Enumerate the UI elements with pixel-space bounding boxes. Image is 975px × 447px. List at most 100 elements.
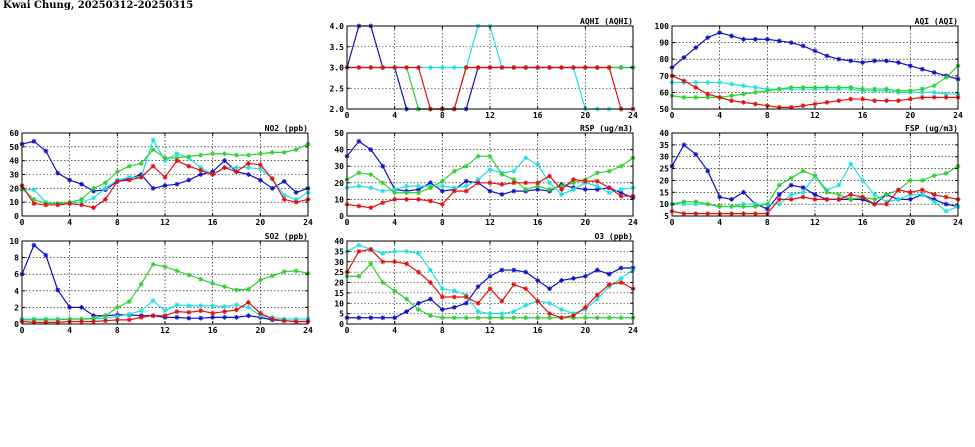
o3-point-cyan — [428, 267, 433, 273]
o3-xtick-label: 24 — [628, 326, 638, 335]
no2-point-red — [257, 162, 263, 168]
so2-point-red — [79, 319, 84, 324]
fsp-point-blue — [788, 182, 794, 188]
no2-point-blue — [67, 177, 73, 183]
so2-point-cyan — [126, 311, 132, 317]
so2-point-red — [138, 314, 144, 320]
fsp-point-green — [776, 182, 782, 188]
so2-point-green — [281, 269, 287, 275]
no2-point-cyan — [31, 187, 37, 193]
aqhi-point-red — [368, 65, 374, 70]
rsp-point-green — [392, 190, 398, 196]
rsp-point-cyan — [618, 187, 624, 192]
aqi-chart: AQI (AQI) 0 4 8 12 16 20 24 50 60 70 80 90 100 — [655, 17, 963, 120]
fsp-point-green — [681, 199, 687, 205]
o3-point-red — [392, 259, 398, 265]
aqhi-xtick-label: 12 — [485, 111, 495, 120]
o3-point-blue — [582, 273, 588, 279]
aqhi-point-red — [404, 65, 409, 70]
rsp-point-green — [606, 168, 612, 174]
o3-point-cyan — [356, 242, 362, 248]
rsp-point-red — [404, 197, 409, 202]
fsp-point-blue — [800, 185, 806, 190]
so2-ytick-label: 10 — [9, 237, 19, 246]
no2-point-blue — [162, 183, 168, 188]
rsp-point-red — [380, 200, 386, 206]
aqi-point-red — [753, 101, 758, 107]
o3-ytick-label: 20 — [334, 279, 344, 288]
aqi-point-cyan — [693, 80, 699, 85]
rsp-point-cyan — [559, 192, 564, 197]
fsp-point-cyan — [776, 201, 782, 207]
rsp-point-green — [356, 170, 362, 176]
aqi-point-green — [824, 85, 830, 90]
aqi-xtick-label: 12 — [810, 111, 820, 120]
aqi-point-red — [931, 94, 937, 100]
fsp-point-blue — [907, 197, 913, 202]
so2-point-blue — [67, 305, 73, 310]
fsp-point-blue — [943, 201, 949, 207]
fsp-point-red — [681, 211, 687, 217]
rsp-point-red — [547, 173, 552, 179]
no2-xtick-label: 24 — [303, 218, 313, 227]
so2-point-blue — [174, 314, 180, 320]
aqi-point-red — [872, 98, 877, 104]
o3-ytick-label: 0 — [339, 320, 344, 329]
o3-point-red — [582, 305, 588, 310]
o3-point-blue — [356, 315, 362, 321]
rsp-point-green — [559, 183, 564, 189]
so2-point-green — [162, 264, 168, 270]
rsp-point-green — [439, 178, 445, 184]
o3-point-blue — [380, 315, 386, 321]
rsp-point-blue — [535, 187, 541, 192]
no2-point-blue — [186, 177, 192, 183]
aqi-point-red — [705, 91, 711, 97]
no2-point-green — [198, 152, 204, 158]
aqi-point-blue — [884, 58, 889, 64]
fsp-point-red — [693, 211, 699, 217]
no2-xtick-label: 0 — [20, 218, 25, 227]
aqi-point-blue — [919, 66, 925, 72]
so2-point-green — [114, 305, 120, 310]
aqi-point-green — [776, 86, 782, 92]
so2-point-blue — [55, 287, 61, 293]
o3-xtick-label: 16 — [533, 326, 543, 335]
aqi-point-green — [860, 86, 866, 92]
rsp-point-blue — [463, 178, 469, 184]
rsp-ytick-label: 10 — [334, 195, 344, 204]
so2-point-cyan — [114, 314, 120, 319]
so2-point-blue — [222, 314, 227, 320]
o3-xtick-label: 0 — [345, 326, 350, 335]
rsp-point-green — [523, 187, 529, 192]
aqi-point-green — [943, 75, 949, 80]
aqhi-ytick-label: 2.0 — [330, 105, 345, 114]
o3-point-blue — [535, 278, 541, 283]
fsp-point-red — [931, 192, 937, 198]
o3-ytick-label: 30 — [334, 258, 344, 267]
fsp-point-green — [836, 192, 842, 198]
fsp-point-cyan — [896, 197, 901, 202]
so2-point-green — [257, 277, 263, 283]
aqhi-point-red — [582, 65, 588, 70]
so2-point-blue — [246, 313, 251, 319]
so2-point-green — [198, 276, 204, 282]
o3-xtick-label: 12 — [485, 326, 495, 335]
so2-point-cyan — [162, 308, 168, 314]
fsp-point-green — [729, 204, 734, 209]
aqi-point-blue — [764, 36, 770, 42]
fsp-xtick-label: 20 — [906, 218, 916, 227]
no2-xtick-label: 16 — [208, 218, 218, 227]
o3-ytick-label: 25 — [334, 268, 344, 277]
aqi-point-blue — [824, 53, 830, 59]
so2-point-blue — [43, 252, 49, 258]
aqi-point-blue — [812, 48, 818, 54]
so2-point-green — [210, 280, 216, 286]
so2-point-blue — [198, 315, 204, 321]
o3-point-cyan — [559, 307, 564, 312]
no2-point-green — [293, 147, 299, 152]
so2-point-red — [281, 318, 287, 324]
o3-point-green — [535, 315, 541, 321]
so2-point-red — [198, 308, 204, 314]
so2-xtick-label: 20 — [256, 326, 266, 335]
